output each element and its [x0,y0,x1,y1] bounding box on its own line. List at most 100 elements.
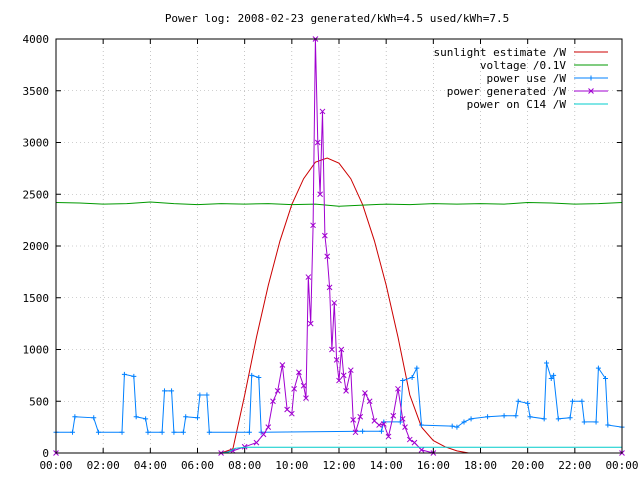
power-generated-marker [395,385,401,392]
power-generated-marker [321,232,328,239]
power-use-marker [145,429,151,435]
power-use-marker [171,429,177,435]
x-tick-label: 20:00 [511,459,544,472]
power-use-marker [555,416,561,422]
power-use-marker [378,428,384,434]
x-tick-label: 16:00 [417,459,450,472]
series-sunlight-estimate-w [220,157,469,454]
power-use-marker [454,424,460,430]
power-use-marker [515,398,521,404]
power-generated-marker [303,395,309,401]
power-use-marker [161,388,167,394]
power-generated-marker [265,424,272,430]
power-use-marker [119,429,125,435]
power-use-marker [468,416,474,422]
power-use-marker [602,375,608,381]
power-use-marker [121,371,127,377]
series-line-power-generated-w [56,38,622,454]
series-power-use-w [53,360,625,435]
series-line-sunlight-estimate-w [220,157,469,454]
power-use-marker [131,373,137,379]
power-use-marker [246,429,252,435]
power-use-marker [397,419,403,425]
power-use-marker [72,414,78,420]
power-use-marker [91,415,97,421]
x-tick-label: 22:00 [558,459,591,472]
x-tick-label: 10:00 [275,459,308,472]
power-generated-marker [371,418,378,424]
power-use-marker [588,75,594,81]
power-generated-marker [343,388,349,394]
power-use-marker [544,360,550,366]
power-generated-marker [340,372,347,379]
series-layer [53,36,625,456]
x-tick-label: 00:00 [39,459,72,472]
power-generated-marker [380,421,387,427]
power-generated-marker [390,412,397,419]
legend-label: power generated /W [447,85,567,98]
power-generated-marker [385,433,392,440]
power-generated-marker [296,369,302,376]
power-use-marker [527,414,533,420]
y-tick-label: 0 [42,447,49,460]
power-use-marker [548,375,554,381]
power-use-marker [449,423,455,429]
power-generated-marker [366,398,373,405]
power-generated-marker [274,388,281,394]
series-power-generated-w [53,36,625,456]
power-generated-marker [260,431,267,438]
power-generated-marker [347,367,354,374]
power-generated-marker [324,253,331,260]
power-use-marker [180,429,186,435]
power-generated-marker [291,385,298,392]
power-generated-marker [288,410,295,417]
series-line-voltage-0-1v [55,201,623,207]
power-use-marker [525,400,531,406]
power-generated-marker [253,439,260,446]
power-use-marker [249,372,255,378]
power-use-marker [595,365,601,371]
power-generated-marker [338,346,345,353]
power-use-marker [133,414,139,420]
y-tick-label: 2000 [23,240,50,253]
power-use-marker [204,392,210,398]
x-tick-label: 12:00 [322,459,355,472]
power-generated-marker [376,422,382,428]
power-use-marker [197,392,203,398]
power-generated-marker [314,139,321,146]
power-use-marker [541,416,547,422]
legend-label: power use /W [487,72,567,85]
x-tick-label: 00:00 [605,459,638,472]
power-generated-marker [317,191,323,198]
y-tick-label: 4000 [23,33,50,46]
x-tick-label: 18:00 [464,459,497,472]
power-generated-marker [362,390,368,396]
legend-label: voltage /0.1V [480,59,566,72]
power-generated-marker [331,300,338,306]
y-tick-label: 3000 [23,137,50,150]
x-tick-label: 02:00 [87,459,120,472]
y-tick-label: 2500 [23,188,50,201]
power-use-marker [400,378,406,384]
power-use-marker [360,428,366,434]
power-use-marker [581,419,587,425]
power-use-marker [183,414,189,420]
power-use-marker [409,374,415,380]
power-use-marker [169,388,175,394]
power-generated-marker [284,406,290,413]
power-use-marker [95,429,101,435]
power-use-marker [461,419,467,425]
power-use-marker [143,416,149,422]
power-generated-marker [241,443,248,450]
power-generated-marker [307,320,314,327]
power-use-marker [70,429,76,435]
power-generated-marker [402,424,408,430]
power-generated-marker [310,222,316,229]
power-generated-marker [350,417,357,423]
power-use-marker [551,372,557,378]
legend-label: power on C14 /W [467,98,567,111]
x-tick-label: 14:00 [370,459,403,472]
